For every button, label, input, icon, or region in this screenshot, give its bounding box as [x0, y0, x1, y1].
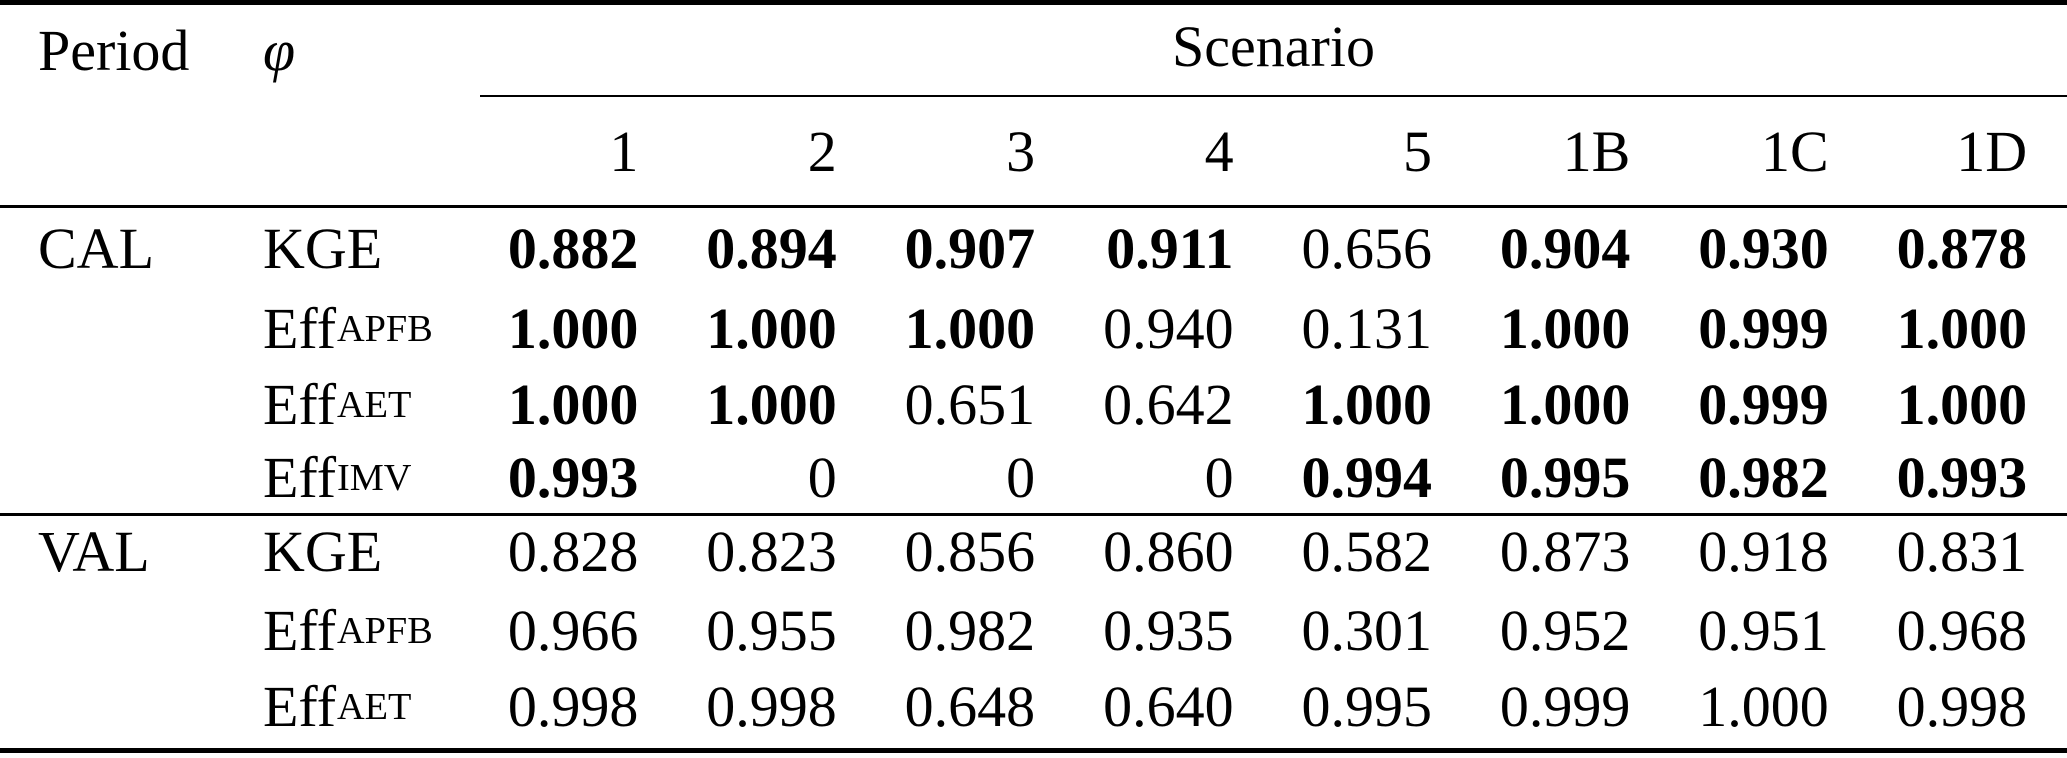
table-bottom-rule — [0, 748, 2067, 753]
value-cell: 0.999 — [1499, 674, 1631, 739]
period-cell: CAL — [38, 216, 154, 281]
value-cell: 0 — [1006, 444, 1036, 510]
scenario-column-header: 1 — [609, 118, 639, 184]
value-cell: 0.998 — [706, 674, 837, 739]
value-cell: 0.878 — [1896, 216, 2028, 281]
scenario-column-header: 4 — [1204, 118, 1234, 184]
value-cell: 0.642 — [1103, 372, 1234, 437]
value-cell: 0.935 — [1103, 598, 1234, 663]
value-cell: 0.894 — [706, 216, 837, 281]
value-cell: 1.000 — [706, 296, 837, 361]
value-cell: 0.993 — [507, 444, 639, 510]
scenario-column-header: 2 — [807, 118, 837, 184]
header-bottom-rule — [0, 205, 2067, 208]
value-cell: 0.131 — [1301, 296, 1432, 361]
cal-val-separator-rule — [0, 513, 2067, 516]
metric-cell: KGE — [263, 519, 383, 584]
scenario-column-header: 1D — [1956, 118, 2028, 184]
value-cell: 0.582 — [1301, 519, 1432, 584]
subheader-spacer — [38, 96, 263, 207]
period-cell — [38, 592, 263, 670]
period-cell: VAL — [38, 519, 150, 584]
scenario-header-spacer — [440, 5, 2027, 96]
metric-cell: Eff APFB — [263, 296, 433, 361]
value-cell: 0.999 — [1698, 372, 1829, 437]
value-cell: 0.856 — [904, 519, 1036, 584]
value-cell: 0.951 — [1698, 598, 1829, 663]
period-cell — [38, 670, 263, 744]
scenario-group-header: Scenario — [1172, 14, 1375, 79]
phi-column-header: φ — [263, 17, 296, 83]
value-cell: 0.930 — [1698, 216, 1829, 281]
table-grid: Period φ 1 2 3 4 5 1B 1C 1D CAL KGE 0.88… — [0, 5, 2067, 744]
value-cell: 0.952 — [1499, 598, 1631, 663]
scenario-group-rule — [480, 95, 2067, 97]
value-cell: 0.998 — [507, 674, 639, 739]
value-cell: 0.982 — [1698, 444, 1829, 510]
table-top-rule — [0, 0, 2067, 5]
scenario-column-header: 5 — [1402, 118, 1432, 184]
value-cell: 1.000 — [507, 296, 639, 361]
value-cell: 0.860 — [1103, 519, 1234, 584]
value-cell: 1.000 — [1896, 296, 2028, 361]
value-cell: 0.995 — [1499, 444, 1631, 510]
value-cell: 0.968 — [1896, 598, 2028, 663]
value-cell: 1.000 — [904, 296, 1036, 361]
value-cell: 0.907 — [904, 216, 1036, 281]
value-cell: 0.828 — [507, 519, 639, 584]
metric-cell: Eff APFB — [263, 598, 433, 663]
value-cell: 1.000 — [706, 372, 837, 437]
value-cell: 0.882 — [507, 216, 639, 281]
value-cell: 1.000 — [1499, 372, 1631, 437]
value-cell: 0.955 — [706, 598, 837, 663]
value-cell: 0.966 — [507, 598, 639, 663]
value-cell: 0.993 — [1896, 444, 2028, 510]
value-cell: 0.648 — [904, 674, 1036, 739]
value-cell: 0.640 — [1103, 674, 1234, 739]
value-cell: 0.995 — [1301, 674, 1432, 739]
value-cell: 0.940 — [1103, 296, 1234, 361]
metric-cell: KGE — [263, 216, 383, 281]
value-cell: 0 — [807, 444, 837, 510]
value-cell: 0.994 — [1301, 444, 1432, 510]
value-cell: 1.000 — [1301, 372, 1432, 437]
metric-cell: Eff AET — [263, 372, 412, 437]
value-cell: 0.998 — [1896, 674, 2028, 739]
period-column-header: Period — [38, 17, 190, 83]
value-cell: 0.918 — [1698, 519, 1829, 584]
value-cell: 0.873 — [1499, 519, 1631, 584]
metric-cell: Eff IMV — [263, 444, 412, 510]
value-cell: 0.904 — [1499, 216, 1631, 281]
scenario-column-header: 1C — [1761, 118, 1829, 184]
value-cell: 0.823 — [706, 519, 837, 584]
period-cell — [38, 291, 263, 367]
value-cell: 1.000 — [1499, 296, 1631, 361]
value-cell: 0.999 — [1698, 296, 1829, 361]
subheader-spacer — [263, 96, 440, 207]
value-cell: 0.831 — [1896, 519, 2028, 584]
value-cell: 0.656 — [1301, 216, 1432, 281]
value-cell: 0.651 — [904, 372, 1036, 437]
period-cell — [38, 443, 263, 512]
value-cell: 1.000 — [1698, 674, 1829, 739]
value-cell: 1.000 — [507, 372, 639, 437]
period-cell — [38, 367, 263, 443]
value-cell: 0.982 — [904, 598, 1036, 663]
value-cell: 1.000 — [1896, 372, 2028, 437]
value-cell: 0.911 — [1106, 216, 1234, 281]
value-cell: 0.301 — [1301, 598, 1432, 663]
scenario-column-header: 3 — [1006, 118, 1036, 184]
metric-cell: Eff AET — [263, 674, 412, 739]
scenario-column-header: 1B — [1562, 118, 1631, 184]
value-cell: 0 — [1204, 444, 1234, 510]
